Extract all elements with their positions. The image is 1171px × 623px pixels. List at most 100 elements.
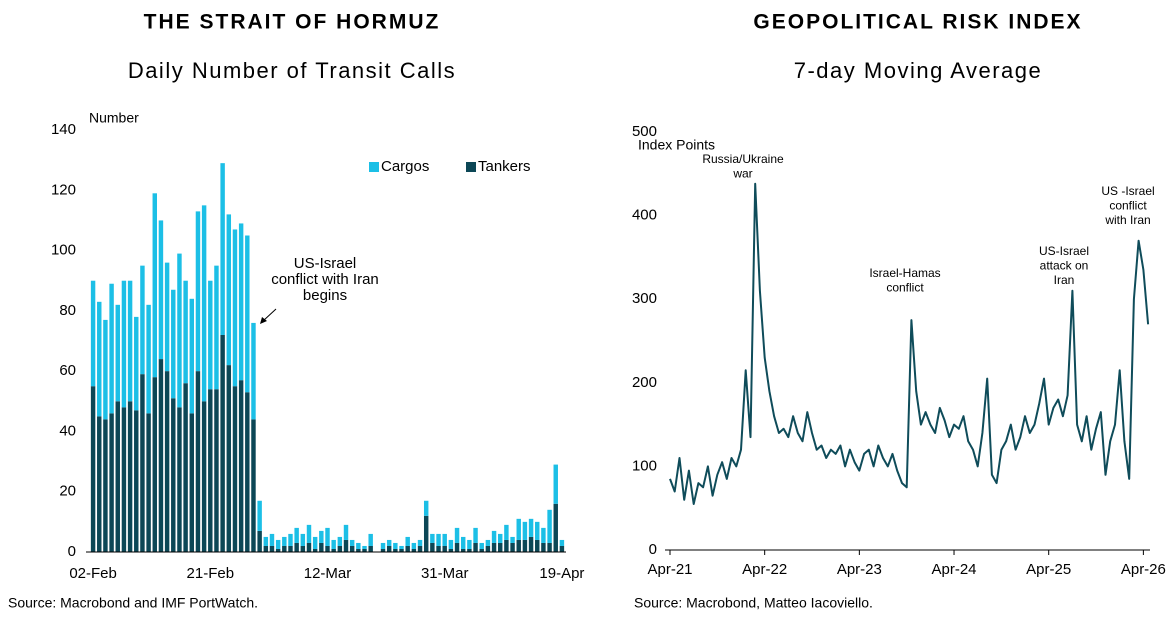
y-axis-label: Index Points <box>638 137 715 153</box>
bar <box>214 265 219 390</box>
bar <box>541 542 546 552</box>
bar <box>448 539 454 549</box>
y-tick-label: 80 <box>59 302 76 319</box>
legend-label: Cargos <box>381 158 429 175</box>
bar <box>263 545 269 552</box>
bar <box>528 518 534 537</box>
bar <box>362 545 367 549</box>
bar <box>152 193 157 378</box>
bar <box>498 542 503 552</box>
bar <box>171 289 176 399</box>
annotation: Israel-Hamas <box>869 266 940 280</box>
bar <box>189 413 195 552</box>
y-tick-label: 140 <box>51 121 76 138</box>
bar <box>220 334 225 552</box>
bar <box>288 533 293 546</box>
x-tick-label: Apr-23 <box>837 561 882 578</box>
bar <box>454 527 460 543</box>
bar <box>442 533 447 546</box>
bar <box>510 542 515 552</box>
bar <box>436 533 441 546</box>
y-tick-label: 100 <box>51 242 76 259</box>
bar <box>386 545 392 552</box>
bar <box>183 383 188 552</box>
legend-swatch <box>369 162 379 172</box>
bar <box>423 515 429 552</box>
bar <box>399 545 404 549</box>
bar <box>553 464 558 504</box>
bar <box>263 536 269 546</box>
bar <box>393 542 398 549</box>
y-tick-label: 0 <box>68 543 76 560</box>
bar <box>158 220 164 360</box>
chart-title: THE STRAIT OF HORMUZ <box>144 11 441 34</box>
bar <box>164 262 170 372</box>
y-tick-label: 300 <box>632 290 657 307</box>
bar <box>547 509 552 543</box>
bar <box>386 539 392 546</box>
bar <box>312 536 318 549</box>
bar <box>331 539 336 549</box>
bar <box>559 545 565 552</box>
bar <box>103 419 108 552</box>
bar <box>504 524 509 540</box>
bar <box>294 542 299 552</box>
bar <box>97 416 102 552</box>
y-tick-label: 400 <box>632 207 657 224</box>
bar <box>430 533 435 543</box>
y-tick-label: 40 <box>59 422 76 439</box>
bar <box>312 548 318 552</box>
bar <box>282 536 287 546</box>
bar <box>127 280 133 402</box>
bar <box>559 539 565 546</box>
bar <box>232 386 238 552</box>
bar <box>282 545 287 552</box>
bar <box>356 542 361 549</box>
bar <box>177 253 182 408</box>
bar <box>115 401 120 552</box>
bar <box>171 398 176 552</box>
y-tick-label: 0 <box>649 541 657 558</box>
x-tick-label: 12-Mar <box>304 565 352 582</box>
bar <box>442 545 447 552</box>
annotation: conflict <box>1109 199 1147 213</box>
bar <box>201 205 207 402</box>
annotation: US-Israel <box>1039 244 1089 258</box>
y-axis-label: Number <box>89 110 139 126</box>
chart-title: GEOPOLITICAL RISK INDEX <box>753 11 1082 34</box>
legend-swatch <box>466 162 476 172</box>
bar <box>535 539 540 552</box>
bar <box>473 542 478 552</box>
annotation: conflict with Iran <box>271 271 379 288</box>
bar <box>473 527 478 543</box>
bar <box>460 536 466 549</box>
bar <box>226 214 232 366</box>
bar <box>201 401 207 552</box>
bar <box>430 542 435 552</box>
bar <box>300 533 306 546</box>
bar <box>368 545 373 552</box>
annotation: Russia/Ukraine <box>702 152 784 166</box>
bar <box>516 539 521 552</box>
bar <box>498 533 503 543</box>
bar <box>269 533 275 546</box>
x-tick-label: Apr-22 <box>742 561 787 578</box>
bar <box>541 527 546 543</box>
bar <box>109 413 114 552</box>
bar <box>491 542 497 552</box>
bar <box>121 407 127 552</box>
bar <box>238 380 244 552</box>
bar <box>393 548 398 552</box>
bar <box>325 545 330 552</box>
bar <box>140 265 145 375</box>
bar <box>405 545 410 552</box>
bar <box>467 548 472 552</box>
bar <box>553 503 558 552</box>
bar <box>337 536 343 546</box>
bar <box>257 500 262 531</box>
annotation: war <box>732 167 752 181</box>
bar <box>226 365 232 552</box>
bar <box>158 359 164 552</box>
bar <box>177 407 182 552</box>
bar <box>90 280 96 387</box>
